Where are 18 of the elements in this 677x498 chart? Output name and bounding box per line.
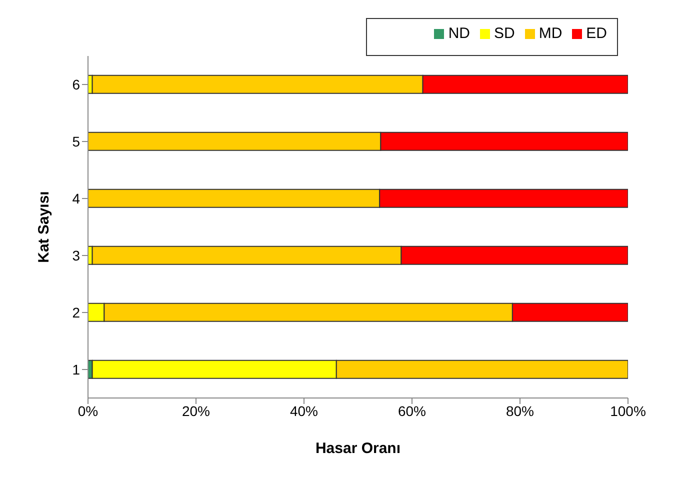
- x-tick-label: 100%: [610, 402, 646, 419]
- y-tick-label: 2: [72, 304, 80, 320]
- y-tick-label: 1: [72, 361, 80, 378]
- legend-label: ED: [586, 25, 607, 42]
- y-tick-label: 5: [72, 133, 80, 150]
- legend-label: MD: [538, 25, 562, 42]
- y-tick-label: 6: [72, 76, 80, 92]
- y-tick-label: 3: [72, 247, 80, 264]
- x-tick-label: 0%: [78, 402, 98, 419]
- x-tick-label: 40%: [290, 402, 318, 419]
- x-tick-label: 60%: [398, 402, 426, 419]
- x-axis-title: Hasar Oranı: [315, 440, 401, 457]
- y-axis-title: Kat Sayısı: [35, 191, 52, 263]
- x-tick-label: 80%: [506, 402, 534, 419]
- legend-label: ND: [448, 25, 470, 42]
- y-tick-label: 4: [72, 190, 80, 206]
- x-tick-label: 20%: [182, 402, 210, 419]
- legend-label: SD: [494, 25, 515, 42]
